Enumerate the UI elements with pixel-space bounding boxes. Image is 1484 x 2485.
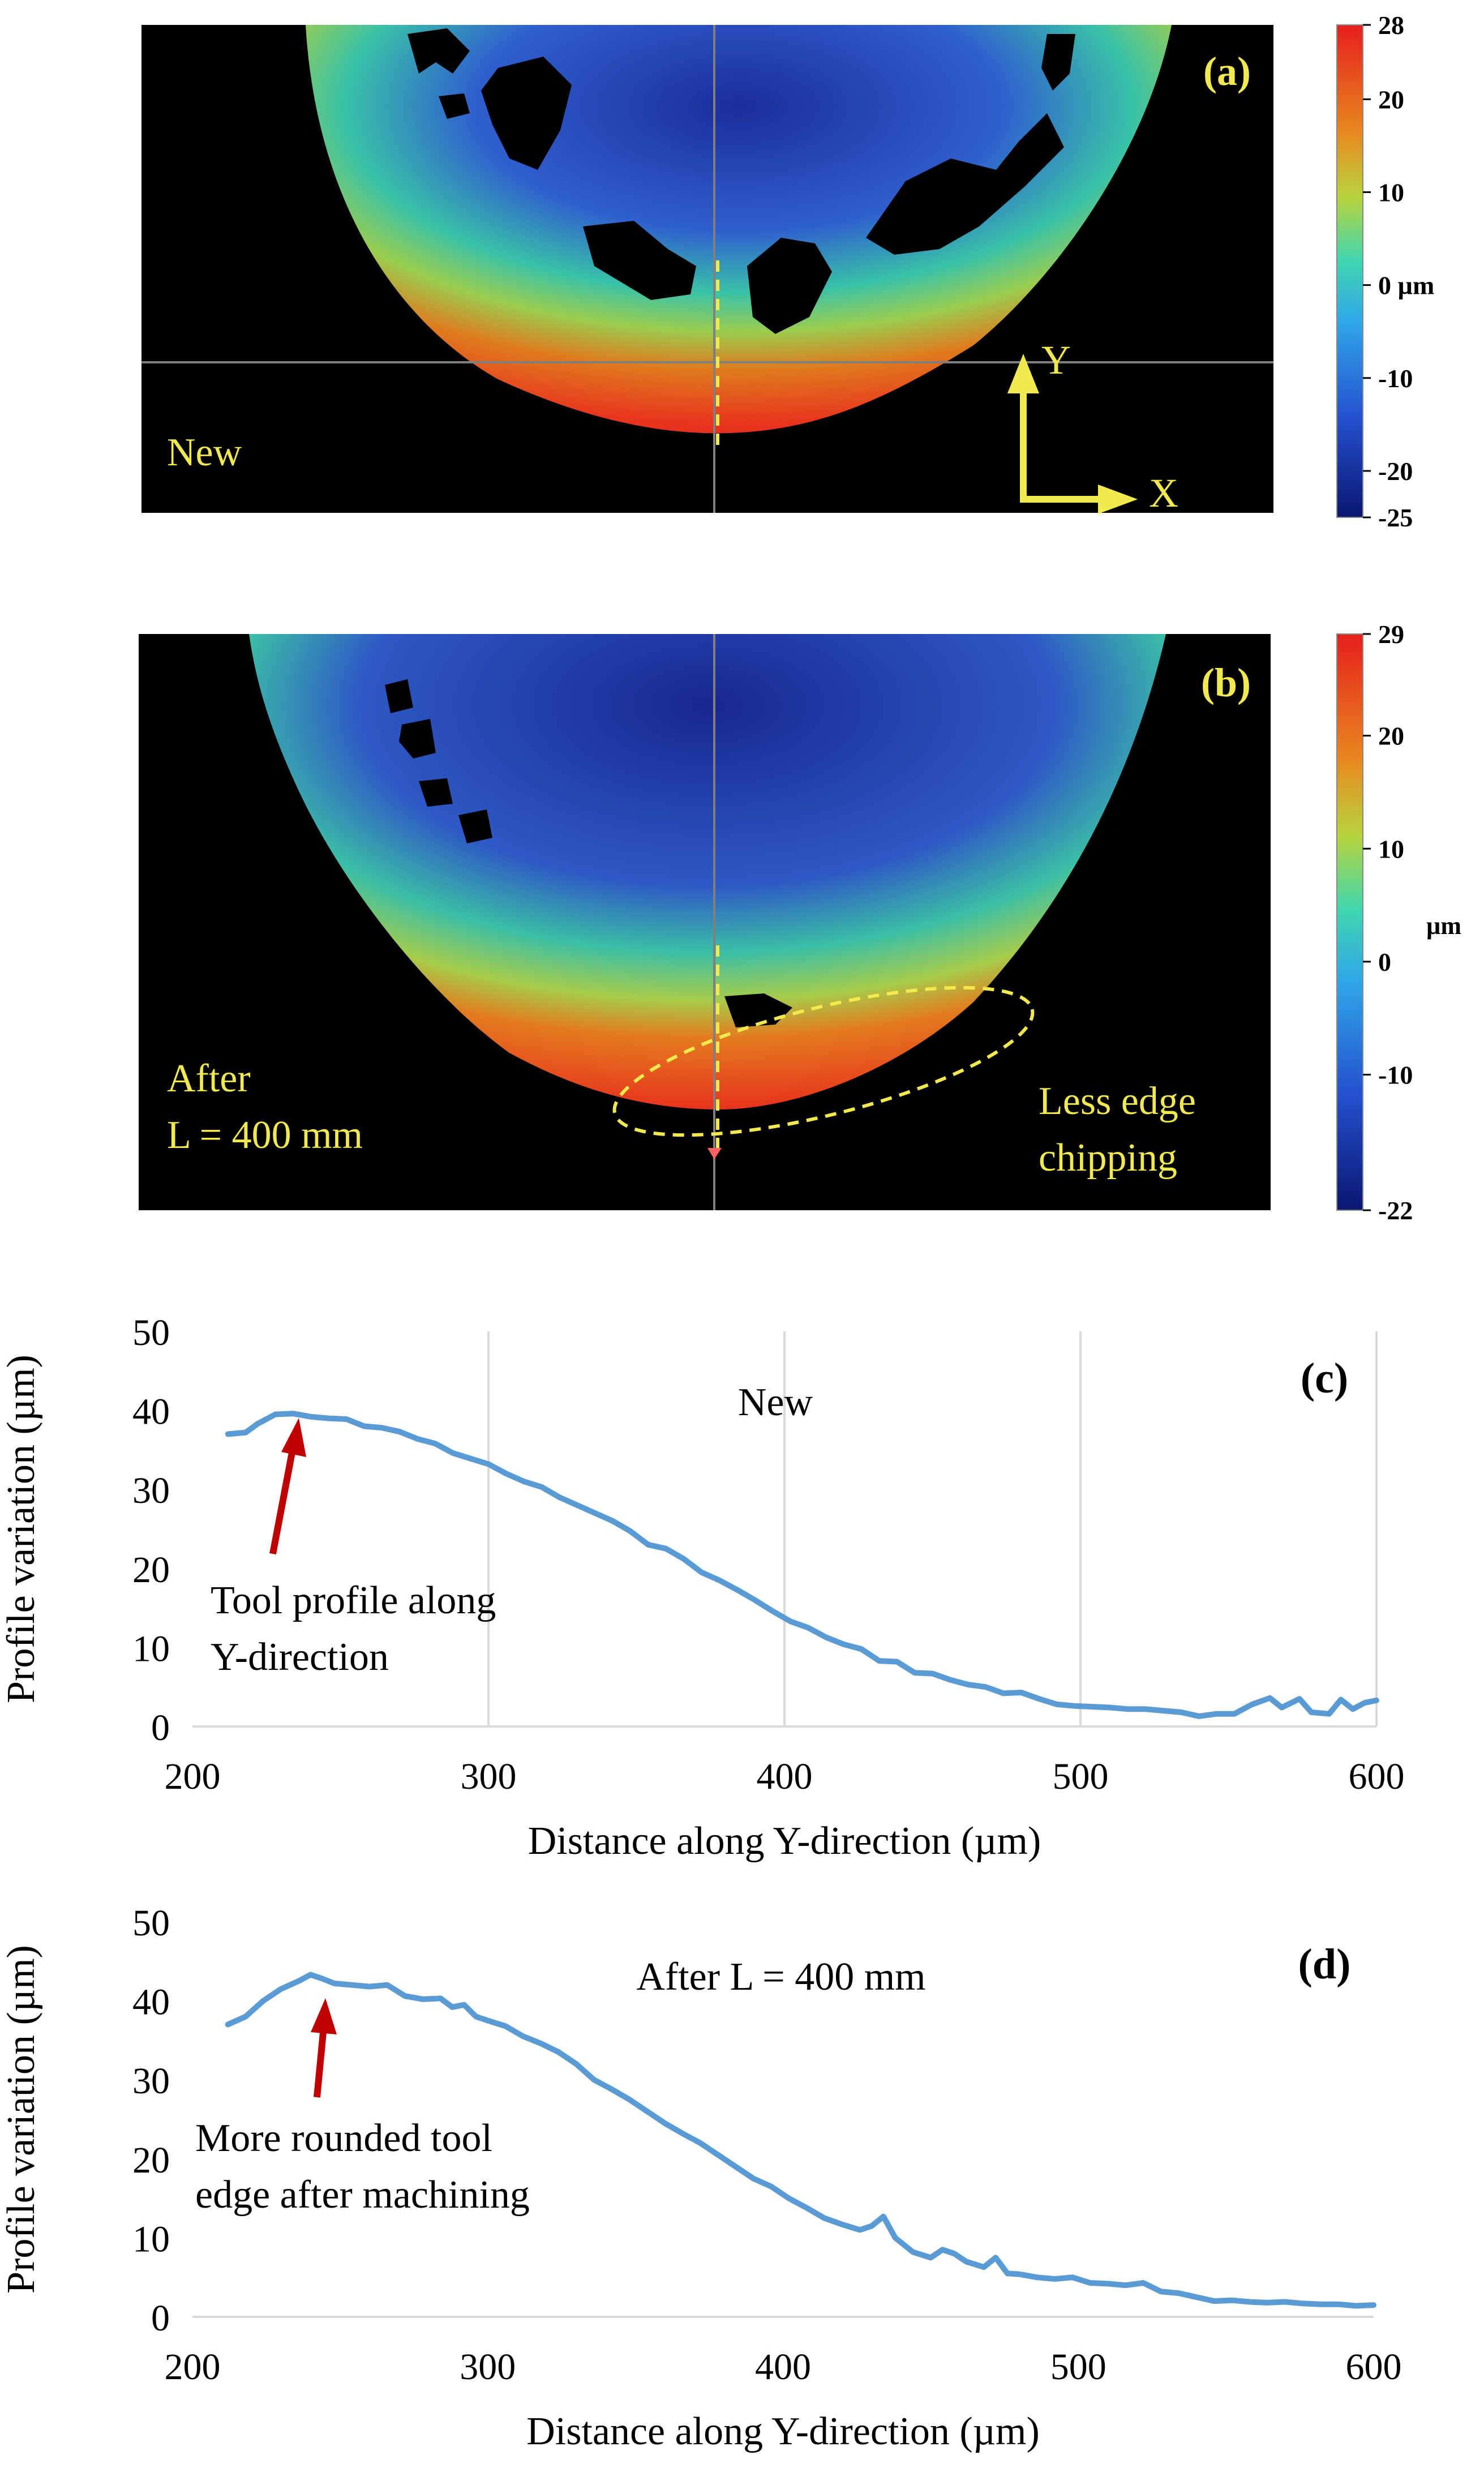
panel-b-profile-marker xyxy=(707,1148,722,1159)
chart-c-x-tick-label: 400 xyxy=(757,1756,813,1797)
chart-d-x-tick-label: 300 xyxy=(460,2346,516,2388)
panel-a-colorbar-tick-label: -25 xyxy=(1378,503,1413,532)
chart-c-x-tick-label: 500 xyxy=(1053,1756,1109,1797)
panel-a-chip-far-right xyxy=(1041,34,1075,91)
chart-c-series-line xyxy=(225,1411,1379,1719)
panel-a-chip-center xyxy=(747,238,832,334)
panel-a-label: (a) xyxy=(1203,49,1251,94)
chart-c-y-axis-label: Profile variation (µm) xyxy=(0,1355,43,1703)
panel-a-state-label: New xyxy=(167,431,242,474)
panel-a-surface-map: (a) New Y X xyxy=(141,25,1273,516)
panel-a-colorbar-tick-label: -10 xyxy=(1378,364,1413,393)
chart-d-y-tick-label: 0 xyxy=(151,2298,170,2339)
panel-b-chipping-ellipse xyxy=(612,986,1035,1137)
panel-b-chip-2 xyxy=(399,719,436,759)
panel-b-state-label-line2: L = 400 mm xyxy=(167,1113,363,1157)
panel-a-colorbar-gradient xyxy=(1336,24,1363,518)
chart-c-annotation-arrow-shaft xyxy=(269,1439,298,1555)
panel-b-annotation-line1: Less edge xyxy=(1039,1079,1196,1123)
panel-b-surface-map: (b) After L = 400 mm Less edge chipping xyxy=(139,634,1271,1210)
panel-b-colorbar: µm 29 20 10 0 -10 -22 xyxy=(1336,620,1461,1225)
chart-d-y-tick-label: 50 xyxy=(132,1903,170,1944)
chart-c-x-tick-label: 600 xyxy=(1349,1756,1405,1797)
panel-a-x-label: X xyxy=(1149,470,1178,516)
chart-c-title: New xyxy=(738,1381,813,1424)
panel-a-y-arrow-head xyxy=(1007,354,1039,393)
chart-d-annotation-line1: More rounded tool xyxy=(195,2116,492,2160)
panel-b-colorbar-tick-label: -22 xyxy=(1378,1196,1413,1225)
panel-b-tool-edge xyxy=(249,634,1166,1109)
panel-b-colorbar-tick-label: -10 xyxy=(1378,1060,1413,1089)
chart-c-annotation-line2: Y-direction xyxy=(211,1635,389,1679)
panel-b-annotation-line2: chipping xyxy=(1039,1136,1177,1180)
panel-a-colorbar-tick-label: -20 xyxy=(1378,457,1413,486)
panel-a-colorbar-tick-label: 20 xyxy=(1378,85,1404,114)
chart-d-annotation-arrow-shaft xyxy=(314,2026,327,2098)
chart-d-x-tick-label: 200 xyxy=(165,2346,221,2388)
chart-d-annotation-arrow-head xyxy=(311,1998,337,2034)
panel-a-y-label: Y xyxy=(1041,337,1071,383)
panel-b-colorbar-unit: µm xyxy=(1426,912,1461,940)
chart-c-annotation-arrow-head xyxy=(281,1418,306,1457)
chart-d-y-tick-label: 40 xyxy=(132,1982,170,2023)
panel-b-colorbar-tick-label: 10 xyxy=(1378,834,1404,863)
panel-a-axes-indicator: Y X xyxy=(1007,337,1178,516)
panel-b-state-label-line1: After xyxy=(167,1057,251,1100)
chart-d-x-tick-label: 500 xyxy=(1050,2346,1106,2388)
panel-a-colorbar: 28 20 10 0 µm -10 -20 -25 xyxy=(1336,11,1434,532)
chart-d-panel-label: (d) xyxy=(1298,1940,1351,1988)
chart-d-x-tick-label: 400 xyxy=(755,2346,811,2388)
chart-d-title: After L = 400 mm xyxy=(636,1955,925,1999)
panel-a-colorbar-tick-label: 0 µm xyxy=(1378,271,1434,300)
chart-d-y-tick-label: 30 xyxy=(132,2060,170,2102)
chart-d-x-tick-label: 600 xyxy=(1346,2346,1402,2388)
panel-b-label: (b) xyxy=(1201,660,1251,705)
panel-b-chip-4 xyxy=(458,809,492,843)
chart-c-x-tick-label: 200 xyxy=(165,1756,221,1797)
panel-a-x-arrow-head xyxy=(1098,485,1138,514)
chart-c-x-axis-label: Distance along Y-direction (µm) xyxy=(528,1819,1041,1863)
chart-d-y-tick-label: 10 xyxy=(132,2218,170,2260)
panel-b-colorbar-tick-label: 0 xyxy=(1378,948,1391,976)
panel-a-chip-left xyxy=(408,28,470,74)
panel-a-chip-top xyxy=(481,57,572,170)
panel-a-chip-mid xyxy=(583,221,696,300)
chart-c-y-tick-label: 20 xyxy=(132,1549,170,1591)
panel-b-colorbar-tick-label: 29 xyxy=(1378,620,1404,649)
chart-c-y-tick-label: 50 xyxy=(132,1312,170,1353)
panel-a-colorbar-tick-label: 28 xyxy=(1378,11,1404,40)
chart-c-x-tick-label: 300 xyxy=(461,1756,517,1797)
chart-c: 0 10 20 30 40 50 200 300 400 500 600 Distance along… xyxy=(0,1312,1405,1863)
chart-c-y-tick-label: 0 xyxy=(151,1707,170,1749)
panel-a-chip-small xyxy=(439,93,470,119)
chart-c-annotation-line1: Tool profile along xyxy=(211,1579,496,1622)
panel-a-chip-right xyxy=(866,113,1064,255)
chart-d: 0 10 20 30 40 50 200 300 400 500 600 Distance along… xyxy=(0,1903,1402,2453)
panel-a-colorbar-tick-label: 10 xyxy=(1378,178,1404,207)
chart-c-panel-label: (c) xyxy=(1301,1355,1348,1402)
panel-b-chip-1 xyxy=(385,679,413,713)
chart-c-y-tick-label: 40 xyxy=(132,1391,170,1433)
chart-c-y-tick-label: 10 xyxy=(132,1628,170,1669)
chart-d-y-tick-label: 20 xyxy=(132,2140,170,2181)
chart-d-annotation-line2: edge after machining xyxy=(195,2173,530,2217)
chart-d-x-axis-label: Distance along Y-direction (µm) xyxy=(526,2410,1040,2453)
chart-c-y-tick-label: 30 xyxy=(132,1470,170,1511)
panel-b-colorbar-tick-label: 20 xyxy=(1378,722,1404,751)
chart-d-series-line xyxy=(225,1972,1376,2309)
panel-b-chip-3 xyxy=(419,778,453,807)
panel-b-colorbar-gradient xyxy=(1336,633,1363,1211)
chart-d-y-axis-label: Profile variation (µm) xyxy=(0,1945,43,2294)
